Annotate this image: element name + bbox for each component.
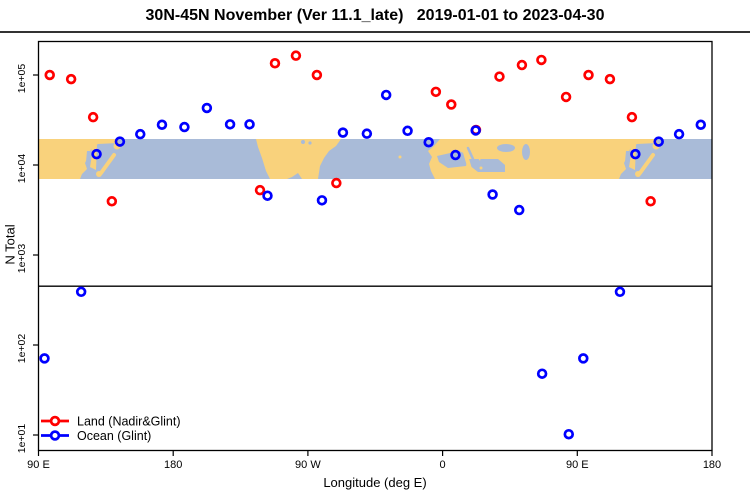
ocean-point: [450, 149, 461, 161]
x-tick-label: 180: [703, 459, 721, 471]
map-ocean-strip: [466, 146, 475, 161]
ocean-point: [39, 353, 50, 364]
ocean-point: [402, 125, 413, 137]
land-point: [269, 58, 281, 69]
ocean-point: [630, 148, 641, 160]
ocean-point: [578, 353, 589, 364]
plot-frame: [37, 40, 713, 452]
y-tick-label: 1e+04: [16, 154, 28, 184]
ocean-point: [361, 128, 373, 139]
map-ocean-shape: [469, 159, 505, 172]
ocean-point: [563, 428, 575, 440]
x-tick-label: 180: [164, 459, 182, 471]
map-ocean-island: [308, 141, 312, 145]
ocean-point: [653, 136, 664, 147]
map-ocean-shape: [625, 151, 631, 166]
map-land-shape: [476, 149, 483, 161]
land-point: [583, 69, 594, 81]
map-ocean-sea: [522, 144, 530, 160]
map-land-strip: [462, 147, 472, 171]
land-point: [430, 86, 442, 98]
y-tick-label: 1e+03: [16, 244, 28, 274]
map-land-shape: [38, 139, 118, 179]
ocean-point: [179, 121, 190, 133]
chart-title: 30N-45N November (Ver 11.1_late) 2019-01…: [145, 7, 605, 24]
land-point: [645, 196, 656, 207]
ocean-point: [673, 128, 685, 140]
ocean-point: [201, 102, 213, 114]
ocean-point: [244, 119, 255, 130]
ocean-point: [114, 136, 126, 147]
ocean-point: [536, 368, 548, 379]
land-point: [311, 69, 323, 81]
title-rule: [0, 31, 750, 33]
map-land-strip: [638, 153, 655, 175]
ocean-point: [614, 286, 626, 298]
map-band: [38, 139, 712, 179]
map-land-shape: [256, 139, 341, 179]
map-ocean-shape: [86, 151, 92, 166]
map-land-island: [479, 166, 483, 170]
ocean-point: [695, 119, 707, 131]
ocean-point: [91, 148, 102, 160]
legend-marker: [49, 430, 61, 441]
ocean-point: [316, 195, 328, 206]
land-point: [290, 50, 302, 61]
legend-label: Ocean (Glint): [77, 429, 151, 443]
ocean-point: [156, 119, 168, 131]
land-point: [87, 111, 99, 123]
land-point: [560, 91, 572, 103]
ocean-point: [470, 125, 481, 136]
ocean-point: [423, 136, 434, 148]
map-land-island: [466, 169, 470, 173]
land-point: [516, 59, 528, 71]
y-tick-label: 1e+02: [16, 334, 28, 364]
ocean-series: [39, 89, 707, 440]
map-ocean-sea: [497, 144, 515, 152]
legend-marker: [49, 415, 61, 427]
land-point: [494, 71, 505, 82]
ocean-point: [513, 204, 525, 216]
ocean-point: [262, 190, 273, 201]
x-axis-label: Longitude (deg E): [323, 475, 427, 490]
ocean-point: [380, 89, 392, 101]
land-point: [446, 99, 457, 110]
y-tick-label: 1e+05: [16, 64, 28, 94]
land-point: [604, 73, 616, 85]
land-point: [626, 111, 638, 123]
land-point: [254, 184, 266, 196]
ocean-point: [75, 286, 87, 298]
land-point: [65, 73, 77, 85]
map-land-shape: [577, 139, 657, 179]
ocean-point: [135, 128, 146, 140]
map-ocean-island: [301, 140, 305, 144]
ocean-point: [224, 119, 236, 130]
legend-label: Land (Nadir&Glint): [77, 415, 181, 429]
x-tick-label: 90 W: [295, 459, 321, 471]
y-tick-label: 1e+01: [16, 424, 28, 454]
land-point: [536, 54, 547, 66]
land-point: [106, 196, 118, 207]
map-land-strip: [99, 153, 116, 175]
land-series: [44, 50, 656, 207]
map-land-island: [635, 171, 641, 177]
map-land-island: [398, 155, 402, 159]
x-tick-label: 90 E: [27, 459, 50, 471]
legend: [41, 415, 69, 441]
map-land-island: [96, 171, 102, 177]
ocean-point: [337, 127, 349, 138]
ocean-point: [487, 189, 498, 200]
x-tick-label: 90 E: [566, 459, 589, 471]
land-point: [44, 69, 55, 81]
x-tick-label: 0: [440, 459, 446, 471]
y-axis-label: N Total: [2, 224, 18, 265]
land-point: [331, 177, 342, 189]
